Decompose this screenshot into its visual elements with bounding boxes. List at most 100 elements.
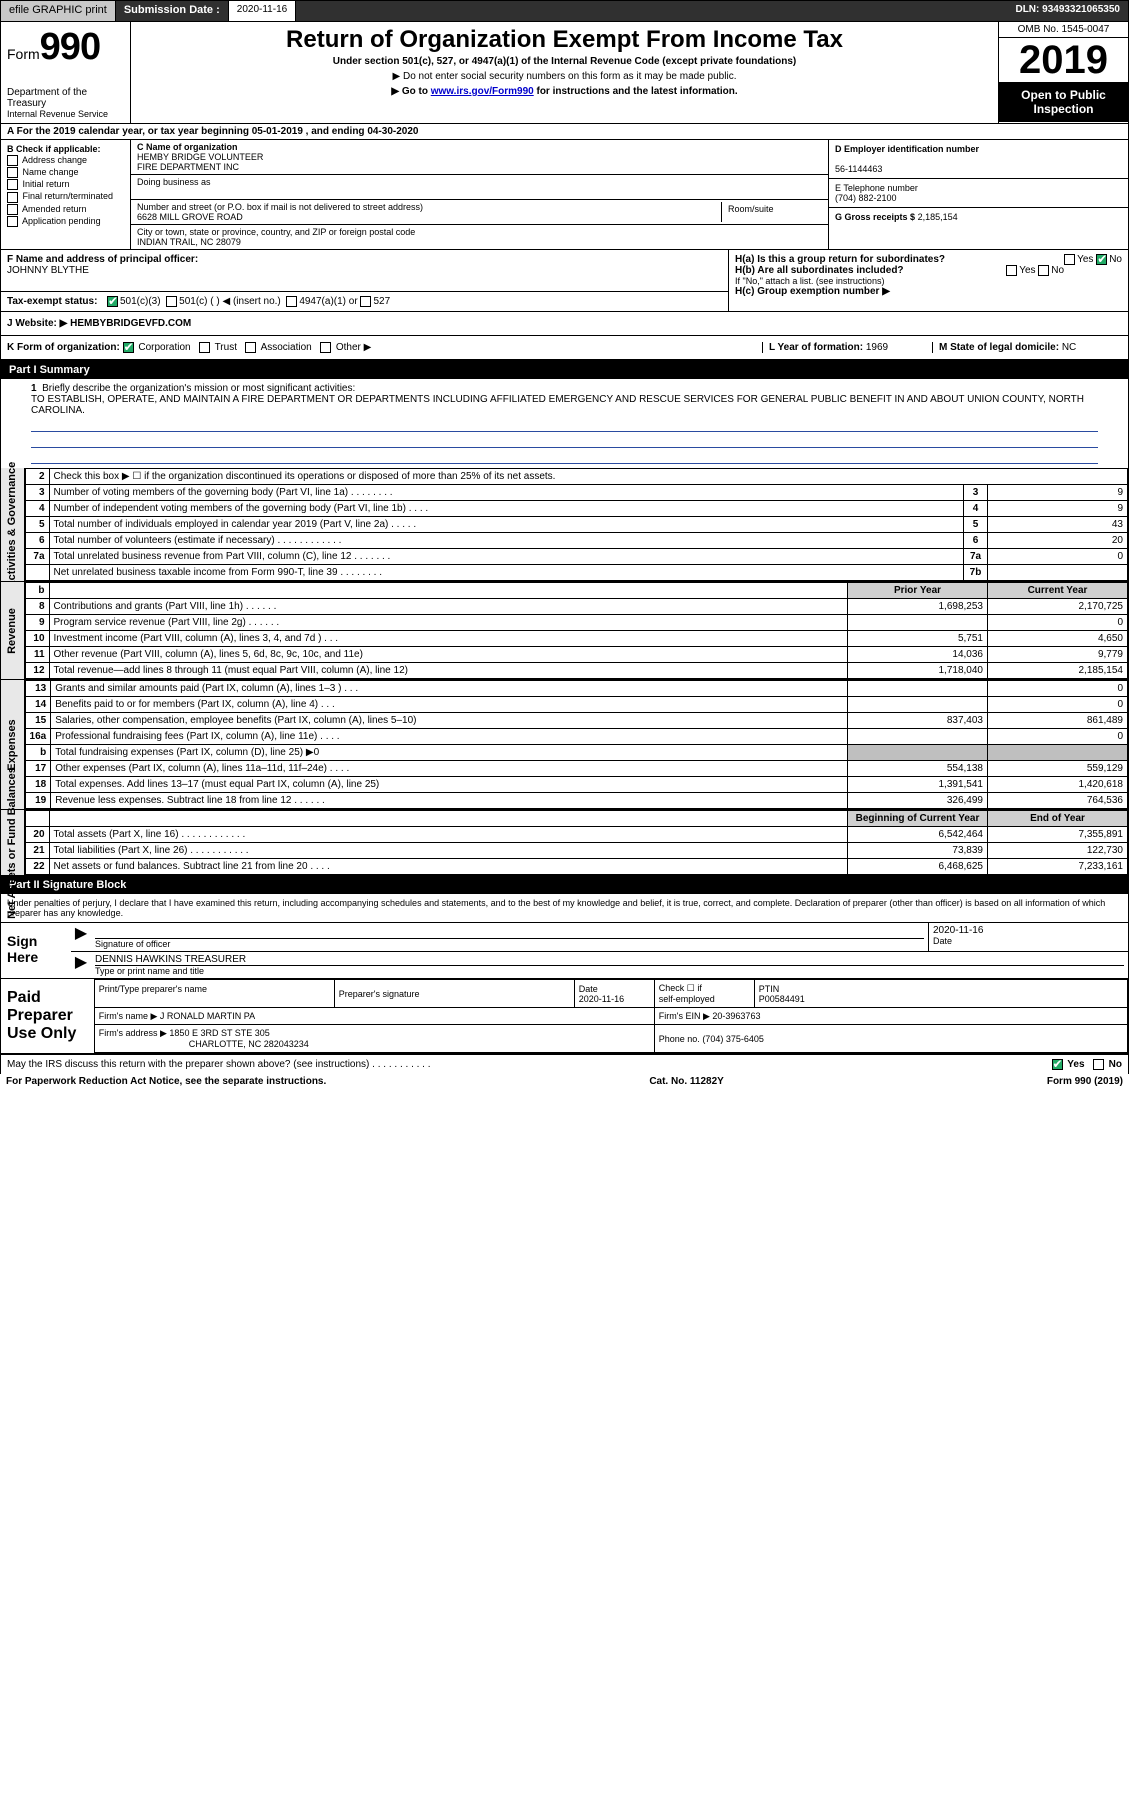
- d-ein-cell: D Employer identification number 56-1144…: [829, 140, 1128, 179]
- l-value: 1969: [866, 342, 888, 353]
- row-klm: K Form of organization: Corporation Trus…: [0, 336, 1129, 361]
- revenue-table: bPrior YearCurrent Year8Contributions an…: [25, 582, 1128, 679]
- ha-no-label: No: [1109, 254, 1122, 265]
- hb-no[interactable]: [1038, 265, 1049, 276]
- chk-final-return[interactable]: Final return/terminated: [7, 191, 124, 202]
- b-item-2: Initial return: [23, 179, 70, 189]
- paid-row-2: Firm's name ▶ J RONALD MARTIN PA Firm's …: [94, 1008, 1127, 1025]
- chk-501c[interactable]: [166, 296, 177, 307]
- rev-row: 11Other revenue (Part VIII, column (A), …: [25, 647, 1127, 663]
- pub-line1: Open to Public: [1021, 88, 1106, 102]
- k-other[interactable]: [320, 342, 331, 353]
- net-header-row: Beginning of Current YearEnd of Year: [25, 811, 1127, 827]
- b-header: B Check if applicable:: [7, 144, 124, 154]
- k-opt-2: Association: [261, 342, 312, 353]
- side-exp-text: Expenses: [6, 719, 18, 770]
- form-ref: Form 990 (2019): [1047, 1076, 1123, 1087]
- goto-prefix: ▶ Go to: [391, 86, 430, 97]
- addr-label: Number and street (or P.O. box if mail i…: [137, 202, 721, 212]
- pub-line2: Inspection: [1033, 102, 1093, 116]
- officer-name: DENNIS HAWKINS TREASURER: [95, 954, 1124, 966]
- rev-row: 10Investment income (Part VIII, column (…: [25, 631, 1127, 647]
- mission-line-1: [31, 418, 1098, 432]
- k-assoc[interactable]: [245, 342, 256, 353]
- chk-initial-return[interactable]: Initial return: [7, 179, 124, 190]
- mission-line-2: [31, 434, 1098, 448]
- top-toolbar: efile GRAPHIC print Submission Date : 20…: [0, 0, 1129, 22]
- paid-row-1: Print/Type preparer's name Preparer's si…: [94, 980, 1127, 1008]
- i-opt-0: 501(c)(3): [120, 296, 161, 307]
- e-value: (704) 882-2100: [835, 193, 1122, 203]
- firm-addr-label: Firm's address ▶: [99, 1028, 167, 1038]
- ha-yes[interactable]: [1064, 254, 1075, 265]
- sign-here-block: Sign Here ▶ Signature of officer 2020-11…: [0, 923, 1129, 979]
- efile-button[interactable]: efile GRAPHIC print: [1, 1, 116, 21]
- col-b: B Check if applicable: Address change Na…: [1, 140, 131, 249]
- part1-header: Part I Summary: [0, 361, 1129, 379]
- b-item-3: Final return/terminated: [23, 191, 114, 201]
- e-phone-cell: E Telephone number (704) 882-2100: [829, 179, 1128, 208]
- c-name-cell: C Name of organization HEMBY BRIDGE VOLU…: [131, 140, 828, 175]
- k-corp[interactable]: [123, 342, 134, 353]
- submission-label: Submission Date :: [116, 1, 229, 21]
- i-label: Tax-exempt status:: [7, 296, 107, 307]
- mission-label: Briefly describe the organization's miss…: [42, 383, 355, 394]
- k-label: K Form of organization:: [7, 342, 120, 353]
- col-c: C Name of organization HEMBY BRIDGE VOLU…: [131, 140, 828, 249]
- chk-amended[interactable]: Amended return: [7, 204, 124, 215]
- chk-app-pending[interactable]: Application pending: [7, 216, 124, 227]
- signature-declaration: Under penalties of perjury, I declare th…: [0, 894, 1129, 923]
- gov-row: 7aTotal unrelated business revenue from …: [25, 549, 1127, 565]
- i-opt-1: 501(c) ( ) ◀ (insert no.): [179, 296, 281, 307]
- addr-value: 6628 MILL GROVE ROAD: [137, 212, 721, 222]
- h-b: H(b) Are all subordinates included? Yes …: [735, 265, 1122, 276]
- chk-4947[interactable]: [286, 296, 297, 307]
- m-value: NC: [1062, 342, 1076, 353]
- exp-row: 18Total expenses. Add lines 13–17 (must …: [25, 777, 1127, 793]
- g-gross-cell: G Gross receipts $ 2,185,154: [829, 208, 1128, 226]
- self-emp-label2: self-employed: [659, 994, 750, 1004]
- side-governance: Activities & Governance: [1, 468, 25, 581]
- f-label: F Name and address of principal officer:: [7, 254, 722, 265]
- discuss-yes[interactable]: [1052, 1059, 1063, 1070]
- self-emp-label: Check ☐ if: [659, 983, 750, 994]
- ptin-label: PTIN: [759, 984, 1123, 994]
- omb-number: OMB No. 1545-0047: [999, 22, 1128, 38]
- mission-num: 1: [31, 383, 37, 394]
- officer-signature-line[interactable]: [95, 925, 924, 939]
- firm-name-value: J RONALD MARTIN PA: [160, 1011, 255, 1021]
- governance-section: Activities & Governance 2Check this box …: [0, 468, 1129, 582]
- discuss-row: May the IRS discuss this return with the…: [0, 1055, 1129, 1074]
- ha-no[interactable]: [1096, 254, 1107, 265]
- chk-address-change[interactable]: Address change: [7, 155, 124, 166]
- net-row: 21Total liabilities (Part X, line 26) . …: [25, 843, 1127, 859]
- tax-year: 2019: [999, 38, 1128, 82]
- expenses-table: 13Grants and similar amounts paid (Part …: [25, 680, 1128, 809]
- chk-527[interactable]: [360, 296, 371, 307]
- discuss-question: May the IRS discuss this return with the…: [7, 1059, 431, 1070]
- hb-yes[interactable]: [1006, 265, 1017, 276]
- f-officer: F Name and address of principal officer:…: [1, 250, 728, 311]
- rev-row: 8Contributions and grants (Part VIII, li…: [25, 599, 1127, 615]
- rev-row: 12Total revenue—add lines 8 through 11 (…: [25, 663, 1127, 679]
- side-gov-text: Activities & Governance: [6, 461, 18, 588]
- c-city-cell: City or town, state or province, country…: [131, 225, 828, 249]
- irs-link[interactable]: www.irs.gov/Form990: [431, 86, 534, 97]
- discuss-no[interactable]: [1093, 1059, 1104, 1070]
- g-label: G Gross receipts $: [835, 212, 915, 222]
- exp-row: 19Revenue less expenses. Subtract line 1…: [25, 793, 1127, 809]
- i-opt-3: 527: [373, 296, 390, 307]
- chk-501c3[interactable]: [107, 296, 118, 307]
- l-label: L Year of formation:: [769, 342, 863, 353]
- k-opt-0: Corporation: [138, 342, 190, 353]
- prep-date-label: Date: [579, 984, 650, 994]
- arrow-icon-2: ▶: [71, 952, 91, 978]
- k-trust[interactable]: [199, 342, 210, 353]
- prep-sig-label: Preparer's signature: [339, 989, 570, 999]
- submission-date: 2020-11-16: [229, 1, 296, 21]
- gov-row: Net unrelated business taxable income fr…: [25, 565, 1127, 581]
- row-fh: F Name and address of principal officer:…: [0, 250, 1129, 312]
- chk-name-change[interactable]: Name change: [7, 167, 124, 178]
- paid-table: Print/Type preparer's name Preparer's si…: [94, 979, 1128, 1053]
- e-label: E Telephone number: [835, 183, 1122, 193]
